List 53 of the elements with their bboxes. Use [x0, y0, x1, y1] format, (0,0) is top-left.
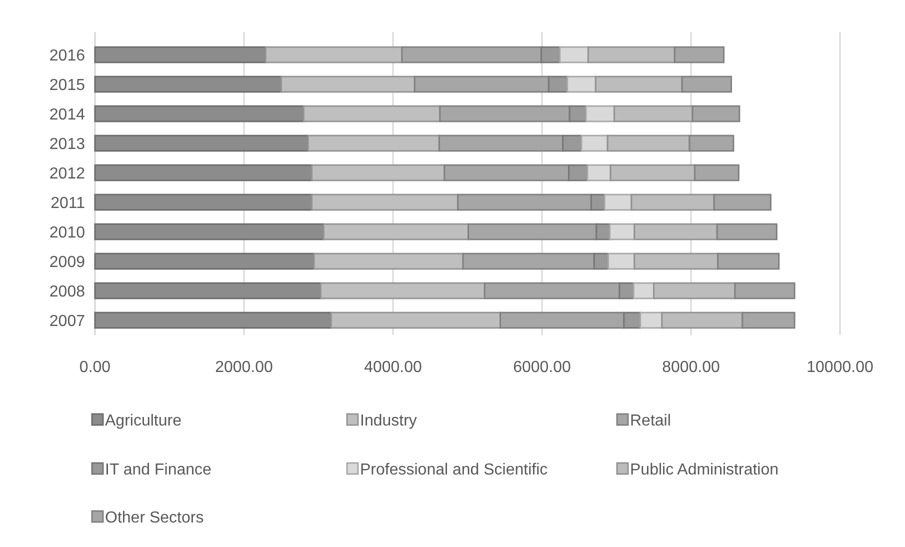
bar — [614, 105, 694, 122]
y-tick-label: 2014 — [49, 106, 86, 124]
y-tick-label: 2013 — [49, 136, 86, 153]
bar — [585, 105, 616, 122]
bar — [742, 312, 796, 329]
bar — [604, 194, 632, 211]
bar — [692, 105, 740, 122]
legend-label: Retail — [630, 412, 671, 430]
bar — [594, 76, 683, 93]
bar — [713, 194, 772, 211]
y-tick-label: 2010 — [49, 224, 86, 242]
bar — [632, 282, 654, 300]
bar — [608, 252, 636, 270]
legend-label: Other Sectors — [105, 510, 204, 527]
bar — [716, 223, 778, 240]
x-tick-label: 8000.00 — [662, 359, 720, 376]
bar — [586, 164, 612, 182]
bar — [606, 134, 690, 152]
y-tick-label: 2007 — [49, 312, 86, 330]
bar — [634, 252, 719, 270]
bar — [688, 134, 734, 152]
bar — [630, 194, 715, 211]
bar — [717, 252, 780, 270]
bar — [661, 312, 744, 329]
legend-label: Agriculture — [105, 412, 182, 430]
y-tick-label: 2016 — [49, 47, 86, 64]
legend-label: Industry — [360, 412, 417, 430]
bar — [694, 164, 740, 182]
bar — [653, 282, 736, 300]
bar — [609, 223, 636, 240]
x-tick-label: 0.00 — [79, 359, 111, 376]
bar — [634, 223, 718, 240]
bar — [580, 134, 608, 152]
bar — [681, 76, 732, 93]
y-tick-label: 2011 — [50, 194, 86, 212]
bar — [640, 312, 663, 329]
legend-label: Professional and Scientific — [360, 462, 548, 479]
y-tick-label: 2008 — [49, 283, 86, 300]
bar — [566, 76, 596, 93]
x-tick-label: 6000.00 — [513, 359, 572, 376]
bar — [734, 282, 796, 300]
y-tick-label: 2009 — [49, 254, 86, 271]
x-tick-label: 4000.00 — [364, 359, 422, 376]
legend-label: Public Administration — [630, 462, 779, 479]
bar — [674, 46, 725, 64]
y-tick-label: 2012 — [49, 165, 86, 182]
x-tick-label: 10000.00 — [806, 359, 874, 376]
legend-label: IT and Finance — [105, 462, 212, 479]
bar — [587, 46, 676, 64]
y-tick-label: 2015 — [49, 76, 86, 94]
bar — [610, 164, 696, 182]
bar — [559, 46, 589, 64]
x-tick-label: 2000.00 — [215, 359, 274, 376]
